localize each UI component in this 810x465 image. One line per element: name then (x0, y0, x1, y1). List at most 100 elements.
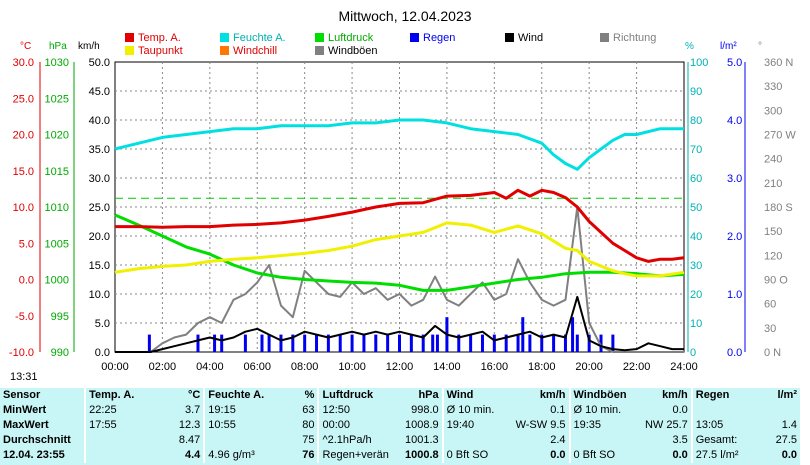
wind-axis-tick: 25.0 (89, 202, 110, 214)
rain-bar (431, 334, 435, 352)
rain-bar (147, 334, 151, 352)
stats-max-row: MaxWert 17:55 12.3 10:55 80 00:00 1008.9… (0, 418, 800, 433)
rain-bar (540, 334, 544, 352)
last-rain: 0.0 (781, 449, 797, 461)
avg-hum: 75 (302, 434, 315, 446)
rain-bar (611, 334, 615, 352)
rain-bar (196, 334, 200, 352)
rain-bar (315, 334, 319, 352)
dir-axis-tick: 240 (764, 154, 782, 166)
legend-swatch (410, 33, 419, 42)
x-tick-label: 04:00 (196, 361, 224, 373)
gust-header: Windböen (568, 388, 630, 403)
sensor-header: Sensor (3, 389, 41, 401)
dir-axis-tick: 330 (764, 81, 782, 93)
rain-bar (374, 334, 378, 352)
pct-axis-tick: 90 (690, 86, 702, 98)
wind-axis-tick: 20.0 (89, 231, 110, 243)
stats-min-row: MinWert 22:25 3.7 19:15 63 12:50 998.0 Ø… (0, 403, 800, 418)
stats-panel: Sensor Temp. A. °C Feuchte A. % Luftdruc… (0, 388, 800, 465)
max-gust: NW 25.7 (644, 419, 688, 431)
press-axis-tick: 995 (51, 311, 69, 323)
temp-axis-tick: 5.0 (19, 238, 34, 250)
temp-axis-tick: -5.0 (15, 311, 34, 323)
rain-bar (303, 334, 307, 352)
pct-axis-tick: 80 (690, 115, 702, 127)
wind-series-line (115, 295, 684, 353)
wind-header: Wind (441, 388, 498, 403)
rain-bar (386, 334, 390, 352)
legend-label: Richtung (613, 32, 657, 44)
press-axis-tick: 1010 (45, 202, 69, 214)
temp-series-line (115, 188, 685, 263)
rain-bar (279, 334, 283, 352)
temp-axis-tick: 15.0 (13, 166, 34, 178)
dir-axis-tick: 210 (764, 178, 782, 190)
rain-bar (563, 334, 567, 352)
max-hum-time: 10:55 (203, 418, 282, 433)
temp-axis-tick: 30.0 (13, 57, 34, 69)
dir-axis-unit: ° (758, 41, 762, 52)
rain-bar (243, 334, 247, 352)
pct-axis-tick: 60 (690, 173, 702, 185)
min-rain-desc (690, 403, 749, 418)
rain-bar (326, 334, 330, 352)
dir-axis-tick: 270 W (764, 130, 796, 142)
min-hum-time: 19:15 (203, 403, 282, 418)
min-wind-desc: Ø 10 min. (441, 403, 498, 418)
dir-axis-tick: 0 N (764, 347, 781, 359)
legend-label: Windchill (233, 45, 278, 57)
temp-header: Temp. A. (84, 388, 163, 403)
min-press-time: 12:50 (317, 403, 396, 418)
legend-item: Richtung (600, 32, 656, 44)
wind-axis-tick: 45.0 (89, 86, 110, 98)
x-tick-label: 08:00 (291, 361, 319, 373)
dir-axis-tick: 150 (764, 226, 782, 238)
min-press: 998.0 (411, 404, 439, 416)
avg-temp-spacer (84, 433, 163, 448)
x-tick-label: 12:00 (386, 361, 414, 373)
rain-bar (480, 334, 484, 352)
weather-chart: Mittwoch, 12.04.2023 °C hPa km/h % l/m² … (9, 8, 796, 373)
pct-axis-tick: 10 (690, 318, 702, 330)
wind-axis-tick: 40.0 (89, 115, 110, 127)
legend-item: Taupunkt (125, 45, 183, 57)
pct-axis-tick: 30 (690, 260, 702, 272)
rain-bar (516, 334, 520, 352)
avg-press: 1001.3 (404, 434, 439, 446)
rain-bar (504, 334, 508, 352)
legend-item: Feuchte A. (220, 32, 286, 44)
legend-swatch (220, 46, 229, 55)
chart-title: Mittwoch, 12.04.2023 (338, 8, 471, 24)
rain-bar (338, 334, 342, 352)
legend-swatch (125, 46, 134, 55)
rain-axis-tick: 0.0 (727, 347, 742, 359)
max-hum: 80 (302, 419, 315, 431)
dir-axis-tick: 90 O (764, 275, 788, 287)
last-gust: 0.0 (672, 449, 688, 461)
legend-swatch (600, 33, 609, 42)
press-axis-tick: 1030 (45, 57, 69, 69)
legend-label: Temp. A. (138, 32, 181, 44)
press-axis-tick: 1000 (45, 275, 69, 287)
press-axis-tick: 1015 (45, 166, 69, 178)
min-gust: 0.0 (672, 404, 688, 416)
temp-axis-unit: °C (20, 41, 31, 52)
gust-series-line (115, 206, 684, 353)
max-temp-time: 17:55 (84, 418, 163, 433)
min-rain (749, 403, 800, 418)
last-press: 1000.8 (404, 449, 439, 461)
rain-axis-unit: l/m² (720, 41, 737, 52)
last-hum-desc: 4.96 g/m³ (203, 448, 282, 463)
max-wind-time: 19:40 (441, 418, 498, 433)
legend-label: Wind (518, 32, 544, 44)
legend-swatch (315, 33, 324, 42)
min-label: MinWert (3, 404, 47, 416)
rain-bar (457, 334, 461, 352)
rain-bar (398, 334, 401, 352)
hum-series-line (114, 118, 684, 171)
min-wind: 0.1 (550, 404, 566, 416)
rain-bar (291, 334, 295, 352)
last-temp: 4.4 (185, 449, 201, 461)
pct-axis-unit: % (685, 41, 694, 52)
